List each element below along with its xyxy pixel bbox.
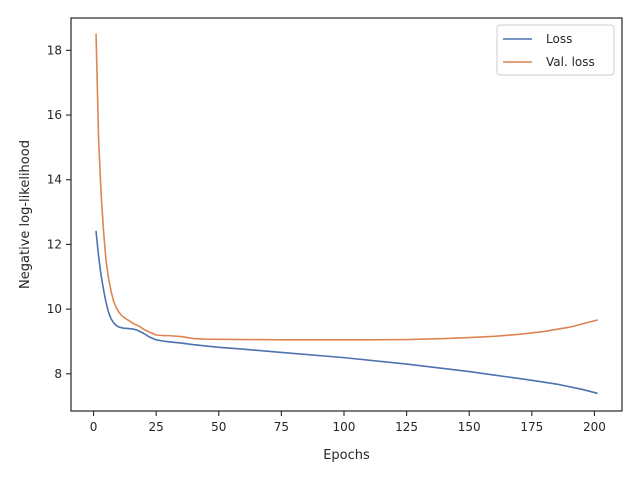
plot-area <box>70 17 623 412</box>
y-tick-label: 14 <box>47 173 62 187</box>
y-tick-label: 8 <box>54 367 62 381</box>
series-line-val-loss <box>95 33 598 341</box>
x-tick-label: 200 <box>583 420 606 434</box>
x-tick-label: 100 <box>333 420 356 434</box>
x-axis-ticks: 0 25 50 75 100 125 150 175 200 <box>90 411 606 434</box>
x-tick-label: 75 <box>274 420 289 434</box>
legend-label-loss: Loss <box>546 32 572 46</box>
y-tick-label: 16 <box>47 108 62 122</box>
x-tick-label: 50 <box>211 420 226 434</box>
legend: Loss Val. loss <box>496 24 615 76</box>
y-axis-title: Negative log-likelihood <box>18 140 33 289</box>
x-tick-label: 125 <box>395 420 418 434</box>
legend-label-val-loss: Val. loss <box>546 55 595 69</box>
x-tick-label: 150 <box>458 420 481 434</box>
series-line-loss <box>95 230 598 395</box>
x-tick-label: 25 <box>149 420 164 434</box>
y-axis-ticks: 8 10 12 14 16 18 <box>47 43 71 381</box>
x-axis-title: Epochs <box>323 448 370 463</box>
y-tick-label: 18 <box>47 43 62 57</box>
series-layer <box>95 33 598 395</box>
x-tick-label: 175 <box>520 420 543 434</box>
x-tick-label: 0 <box>90 420 98 434</box>
y-tick-label: 12 <box>47 237 62 251</box>
y-tick-label: 10 <box>47 302 62 316</box>
